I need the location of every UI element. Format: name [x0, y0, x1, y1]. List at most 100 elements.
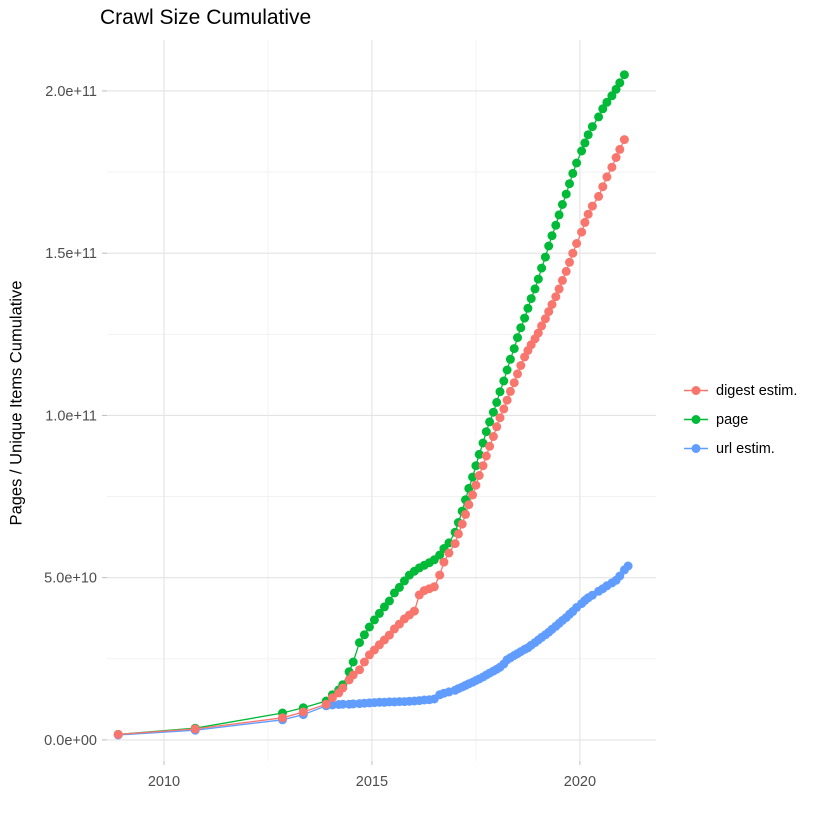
data-point: [557, 200, 567, 209]
data-point: [394, 582, 404, 592]
data-point: [544, 307, 554, 317]
data-point: [513, 369, 522, 379]
data-point: [468, 490, 478, 500]
series-line: [118, 139, 625, 736]
data-point: [409, 606, 419, 616]
data-point: [551, 220, 561, 230]
legend: digest estim. page url estim.: [683, 382, 797, 457]
data-point: [619, 135, 629, 145]
data-point: [583, 209, 593, 219]
data-point: [598, 104, 608, 114]
data-point: [474, 449, 484, 459]
legend-item-digest-estim: digest estim.: [683, 382, 797, 399]
data-point: [615, 78, 625, 88]
data-point: [429, 582, 439, 592]
data-point: [577, 146, 587, 156]
data-point: [444, 548, 454, 558]
data-point: [598, 182, 608, 192]
data-point: [516, 323, 526, 333]
data-point: [439, 557, 449, 567]
legend-label-url-estim: url estim.: [716, 440, 775, 457]
data-point: [499, 376, 509, 386]
data-point: [464, 500, 474, 510]
series-page: [113, 70, 629, 739]
legend-key-dot: [691, 415, 701, 424]
data-point: [355, 638, 364, 648]
x-tick-label: 2015: [356, 774, 388, 790]
data-point: [587, 122, 597, 132]
data-point: [580, 138, 590, 148]
gridlines-minor: [107, 40, 656, 761]
gridlines-major: [107, 40, 656, 761]
x-tick-label: 2020: [564, 774, 596, 790]
data-point: [488, 432, 498, 441]
data-point: [435, 550, 445, 560]
data-point: [540, 252, 550, 262]
data-point: [190, 724, 200, 734]
data-point: [492, 422, 502, 432]
y-tick-label: 1.5e+11: [45, 246, 97, 262]
data-point: [474, 471, 484, 480]
data-point: [602, 172, 612, 182]
legend-key-digest-estim: [684, 386, 708, 395]
data-point: [572, 239, 582, 248]
data-point: [615, 144, 625, 154]
data-point: [619, 70, 629, 80]
data-point: [554, 284, 564, 294]
data-point: [526, 294, 536, 304]
data-point: [547, 300, 557, 309]
legend-key-page: [684, 415, 708, 424]
data-point: [583, 130, 593, 140]
data-point: [485, 417, 495, 427]
data-point: [523, 303, 533, 313]
data-point: [348, 657, 358, 667]
data-point: [464, 483, 474, 493]
legend-item-url-estim: url estim.: [683, 440, 797, 457]
data-point: [530, 284, 540, 294]
y-tick-label: 1.0e+11: [45, 408, 97, 424]
data-point: [499, 404, 509, 414]
data-point: [355, 665, 364, 675]
data-point: [551, 292, 561, 302]
data-point: [594, 191, 604, 201]
data-point: [516, 361, 526, 370]
data-point: [495, 387, 505, 397]
data-point: [561, 189, 571, 199]
data-point: [568, 168, 578, 178]
data-point: [615, 571, 625, 581]
x-tick-label: 2010: [148, 774, 180, 790]
data-point: [298, 707, 308, 717]
data-point: [509, 344, 519, 354]
data-point: [481, 427, 491, 437]
data-point: [488, 407, 498, 417]
series-digest-estim: [113, 135, 629, 739]
legend-key-url-estim: [684, 444, 708, 453]
data-point: [502, 395, 512, 405]
data-point: [547, 231, 557, 241]
data-point: [554, 210, 564, 220]
data-point: [364, 622, 374, 632]
data-point: [502, 365, 512, 375]
y-tick-label: 0.0e+00: [44, 733, 97, 749]
data-point: [450, 539, 460, 549]
data-point: [379, 602, 389, 612]
data-point: [481, 451, 491, 461]
data-point: [348, 670, 358, 680]
data-point: [359, 630, 369, 640]
data-point: [384, 630, 394, 640]
axis-labels: 2010 2015 2020 0.0e+00 5.0e+10 1.0e+11 1.5e+11…: [44, 84, 596, 790]
data-point: [374, 608, 384, 618]
data-point: [557, 275, 567, 285]
data-point: [544, 241, 554, 251]
data-point: [580, 217, 590, 227]
data-point: [384, 596, 394, 606]
legend-label-digest-estim: digest estim.: [716, 382, 798, 399]
data-point: [461, 509, 470, 519]
data-point: [435, 570, 445, 580]
series-url-estim: [113, 561, 633, 740]
data-point: [471, 480, 481, 490]
data-point: [495, 413, 505, 423]
data-point: [471, 461, 481, 471]
data-point: [520, 313, 530, 323]
